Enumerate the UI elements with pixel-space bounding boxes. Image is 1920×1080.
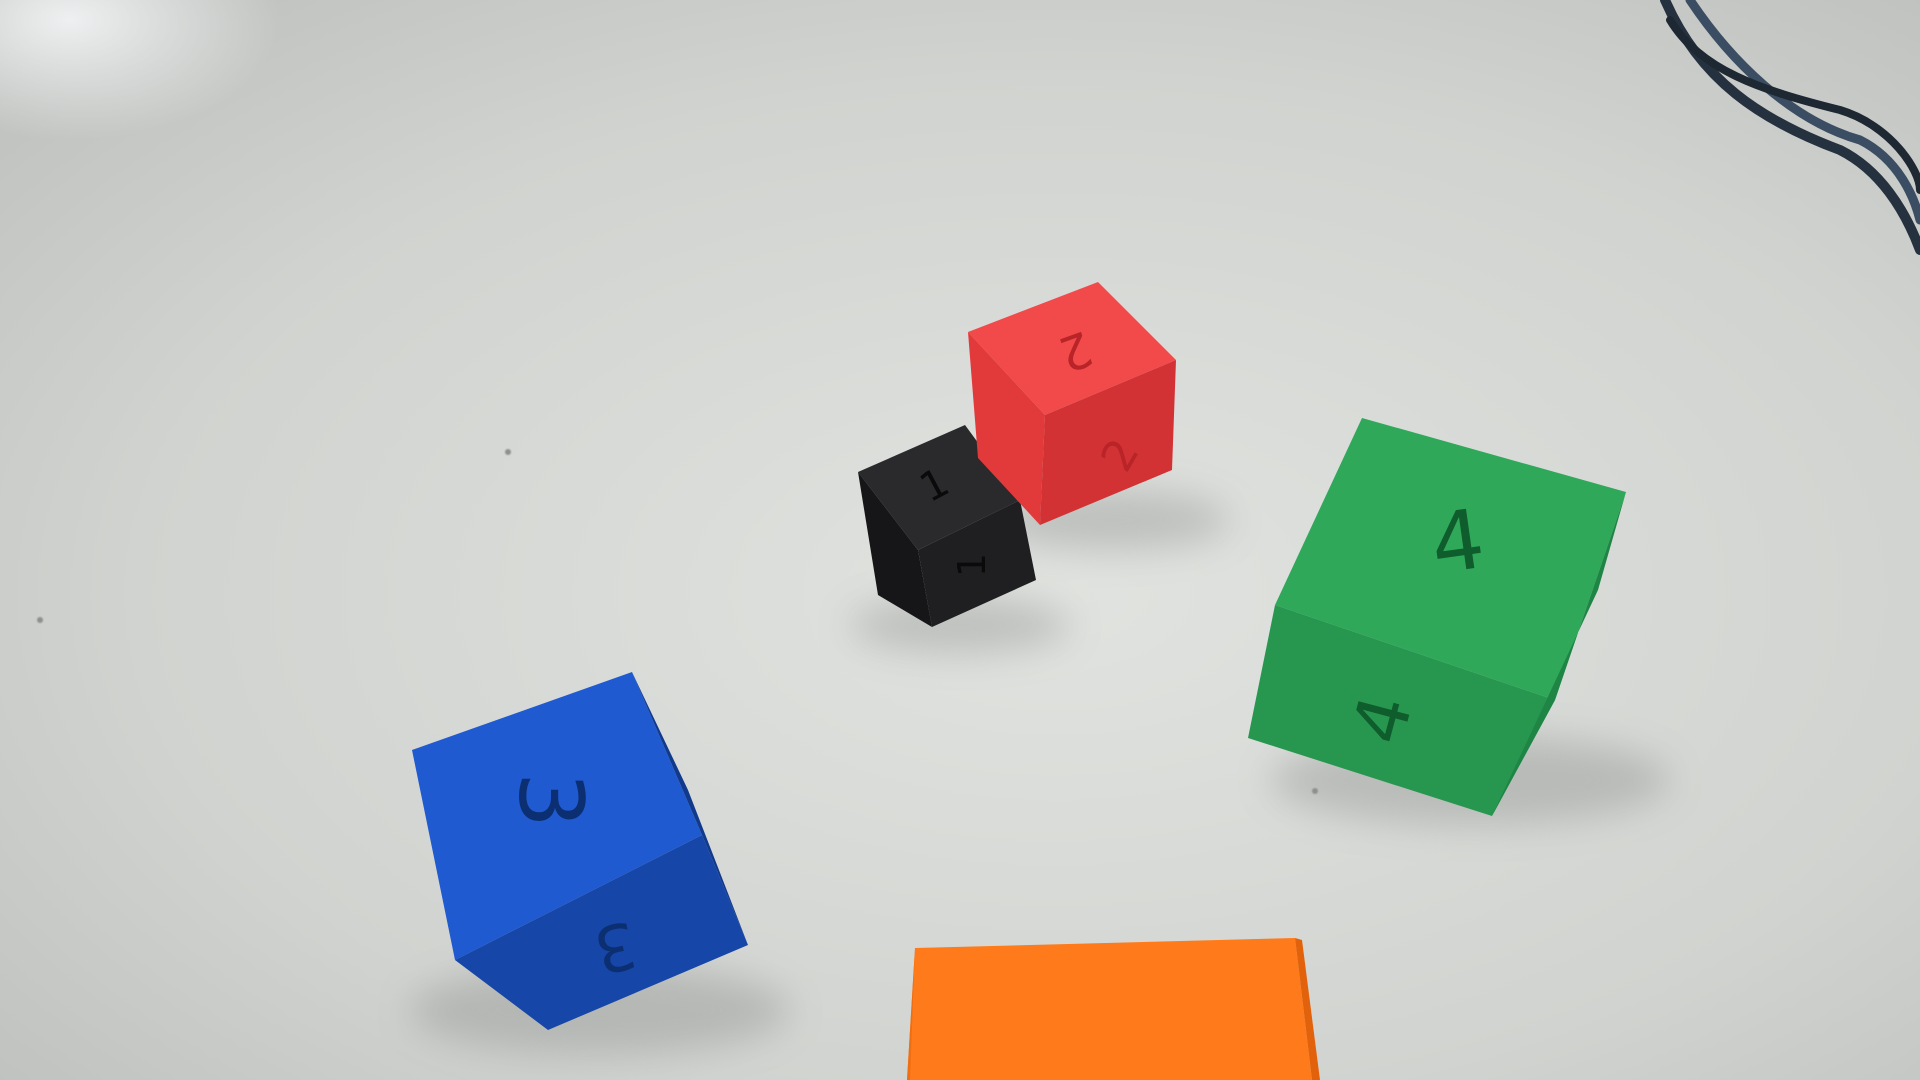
- orange-block-right-face: [1295, 938, 1320, 1080]
- blue-cube: 3 3: [412, 672, 748, 1030]
- green-cube: 4 4: [1248, 418, 1626, 816]
- orange-block-top-face: [907, 938, 1312, 1080]
- blue-cube-top-face: [412, 672, 702, 960]
- orange-block-left-face: [907, 948, 915, 1080]
- blue-cube-top-label: 3: [499, 772, 602, 828]
- orange-block: [907, 938, 1320, 1080]
- red-cube-right-face: [1040, 360, 1176, 525]
- red-cube: 2 2: [968, 282, 1176, 525]
- black-cube-left-face: [858, 472, 932, 627]
- blue-cube-left-face: [455, 835, 748, 1030]
- dust-specks: [37, 449, 1318, 794]
- red-cube-top-face: [968, 282, 1176, 415]
- blurred-highlight: [0, 0, 700, 400]
- black-cube-right-face: [918, 500, 1036, 627]
- cable: [1660, 0, 1920, 255]
- green-cube-top-face: [1275, 418, 1626, 700]
- red-cube-left-face: [968, 332, 1045, 525]
- green-cube-left-face: [1248, 605, 1555, 816]
- black-cube-side-label: 1: [950, 553, 994, 577]
